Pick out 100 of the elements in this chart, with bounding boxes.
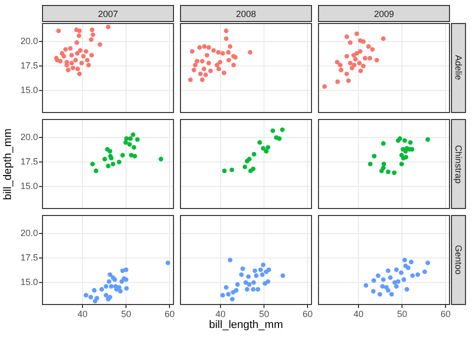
point <box>386 170 390 174</box>
point <box>200 77 205 82</box>
chart-title: 2009 <box>318 5 450 22</box>
point <box>61 54 66 59</box>
point <box>392 170 397 176</box>
point <box>262 281 268 286</box>
point <box>74 51 80 56</box>
point <box>334 60 340 64</box>
point <box>166 260 170 266</box>
point <box>70 66 76 70</box>
point <box>231 62 236 68</box>
point <box>361 39 366 44</box>
point <box>260 146 266 151</box>
point <box>108 284 114 289</box>
y-tick-label: 20.0 <box>20 132 38 142</box>
point <box>376 273 380 278</box>
x-tick-label: 60 <box>302 308 313 319</box>
point <box>338 62 343 68</box>
point <box>79 60 84 66</box>
y-tick-label: 15.0 <box>20 180 38 191</box>
point <box>106 164 111 168</box>
point <box>422 269 428 274</box>
point <box>368 162 373 166</box>
y-tick-label: 15.0 <box>20 84 38 95</box>
point <box>372 154 376 158</box>
point <box>108 272 112 277</box>
point <box>251 280 256 285</box>
point <box>370 47 375 52</box>
point <box>216 50 221 55</box>
y2-axis-title: Adelie <box>451 23 466 113</box>
point <box>381 141 386 146</box>
point <box>386 288 390 293</box>
point <box>280 127 285 132</box>
point <box>74 40 80 45</box>
point <box>90 32 96 38</box>
point <box>260 272 265 277</box>
point <box>357 60 362 66</box>
point <box>243 280 248 285</box>
point <box>402 138 407 143</box>
point <box>264 148 269 154</box>
point <box>252 268 258 274</box>
point <box>404 287 410 292</box>
point <box>108 148 112 154</box>
point <box>56 28 61 34</box>
point <box>94 296 100 300</box>
point <box>132 145 136 150</box>
point <box>194 58 200 64</box>
point <box>203 72 208 78</box>
point <box>77 28 82 34</box>
point <box>63 47 68 52</box>
chart-title: 2007 <box>42 5 174 22</box>
point <box>371 278 376 283</box>
point <box>218 60 222 64</box>
point <box>366 44 371 49</box>
point <box>344 54 350 59</box>
x-tick-label: 60 <box>164 308 175 319</box>
point <box>99 287 104 292</box>
point <box>266 267 272 272</box>
point <box>246 156 252 162</box>
point <box>222 168 227 174</box>
point <box>270 128 276 134</box>
point <box>208 68 213 74</box>
point <box>127 142 132 147</box>
point <box>378 292 382 297</box>
point <box>198 72 203 76</box>
point <box>197 45 202 50</box>
point <box>344 72 350 76</box>
point <box>204 52 210 58</box>
point <box>386 268 390 274</box>
point <box>280 273 286 278</box>
point <box>89 52 94 58</box>
point <box>371 289 376 294</box>
point <box>110 162 116 166</box>
point <box>368 56 372 61</box>
point <box>346 78 351 84</box>
point <box>190 49 194 54</box>
point <box>354 31 360 36</box>
x-tick-label: 40 <box>354 308 364 319</box>
point <box>398 270 404 276</box>
point <box>260 262 266 268</box>
point <box>239 272 244 277</box>
point <box>78 48 83 53</box>
x-tick-label: 50 <box>121 308 132 319</box>
point <box>192 62 198 68</box>
point <box>76 33 82 38</box>
point <box>348 40 353 45</box>
point <box>242 164 248 170</box>
y2-axis-title: Gentoo <box>451 215 466 305</box>
point <box>120 152 125 158</box>
point <box>220 51 225 56</box>
point <box>84 49 88 54</box>
point <box>68 46 73 51</box>
point <box>224 28 228 34</box>
point <box>344 34 350 39</box>
point <box>216 66 222 72</box>
point <box>88 37 94 42</box>
point <box>244 287 250 292</box>
point <box>350 66 354 70</box>
point <box>402 277 406 282</box>
y-tick-label: 17.5 <box>20 60 38 71</box>
